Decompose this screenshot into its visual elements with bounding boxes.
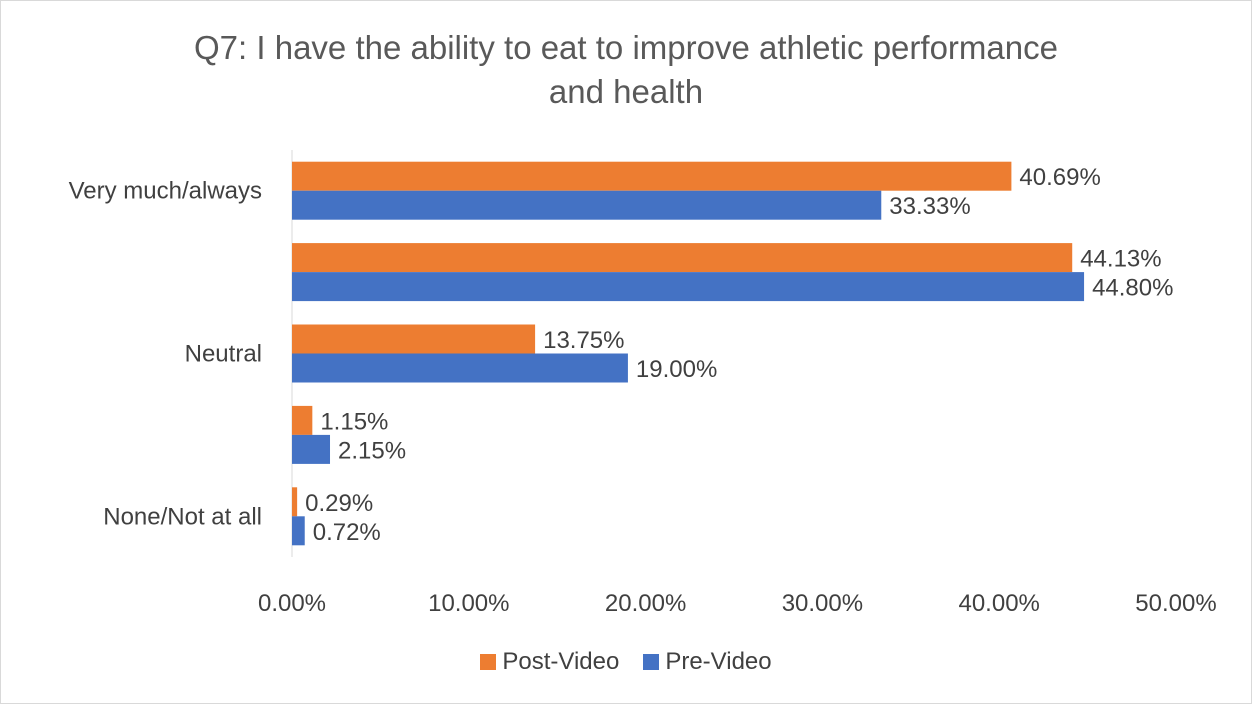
x-tick-label: 0.00% <box>258 590 326 617</box>
data-label: 33.33% <box>889 193 970 220</box>
legend-label-pre-video: Pre-Video <box>665 648 772 675</box>
bar-pre-video <box>292 353 628 383</box>
legend: Post-Video Pre-Video <box>0 648 1252 676</box>
legend-swatch-pre-video <box>643 654 660 670</box>
legend-item-post-video: Post-Video <box>480 648 619 676</box>
category-label: None/Not at all <box>103 503 262 530</box>
data-label: 13.75% <box>543 327 624 354</box>
x-tick-label: 50.00% <box>1135 590 1216 617</box>
category-label: Neutral <box>185 341 262 368</box>
data-label: 1.15% <box>320 408 388 435</box>
x-tick-label: 40.00% <box>958 590 1039 617</box>
bar-post-video <box>292 487 298 517</box>
chart-title-line-2: and health <box>548 73 704 110</box>
bar-pre-video <box>292 190 882 220</box>
bar-pre-video <box>292 272 1085 302</box>
legend-label-post-video: Post-Video <box>502 648 620 675</box>
bar-pre-video <box>292 434 331 464</box>
x-tick-label: 30.00% <box>782 590 863 617</box>
x-tick-label: 20.00% <box>605 590 686 617</box>
x-tick-label: 10.00% <box>428 590 509 617</box>
bar-post-video <box>292 324 536 354</box>
bar-post-video <box>292 405 313 435</box>
data-label: 19.00% <box>636 356 717 383</box>
data-label: 0.72% <box>313 519 381 546</box>
data-label: 40.69% <box>1019 164 1100 191</box>
chart-title-line-1: Q7: I have the ability to eat to improve… <box>194 29 1058 66</box>
bar-post-video <box>292 243 1073 273</box>
legend-swatch-post-video <box>480 654 497 670</box>
data-label: 2.15% <box>338 437 406 464</box>
data-label: 0.29% <box>305 490 373 517</box>
bar-post-video <box>292 161 1012 191</box>
chart-title: Q7: I have the ability to eat to improve… <box>0 26 1252 114</box>
data-label: 44.80% <box>1092 275 1173 302</box>
data-label: 44.13% <box>1080 246 1161 273</box>
legend-item-pre-video: Pre-Video <box>643 648 772 676</box>
bar-pre-video <box>292 516 305 546</box>
category-label: Very much/always <box>69 178 262 205</box>
